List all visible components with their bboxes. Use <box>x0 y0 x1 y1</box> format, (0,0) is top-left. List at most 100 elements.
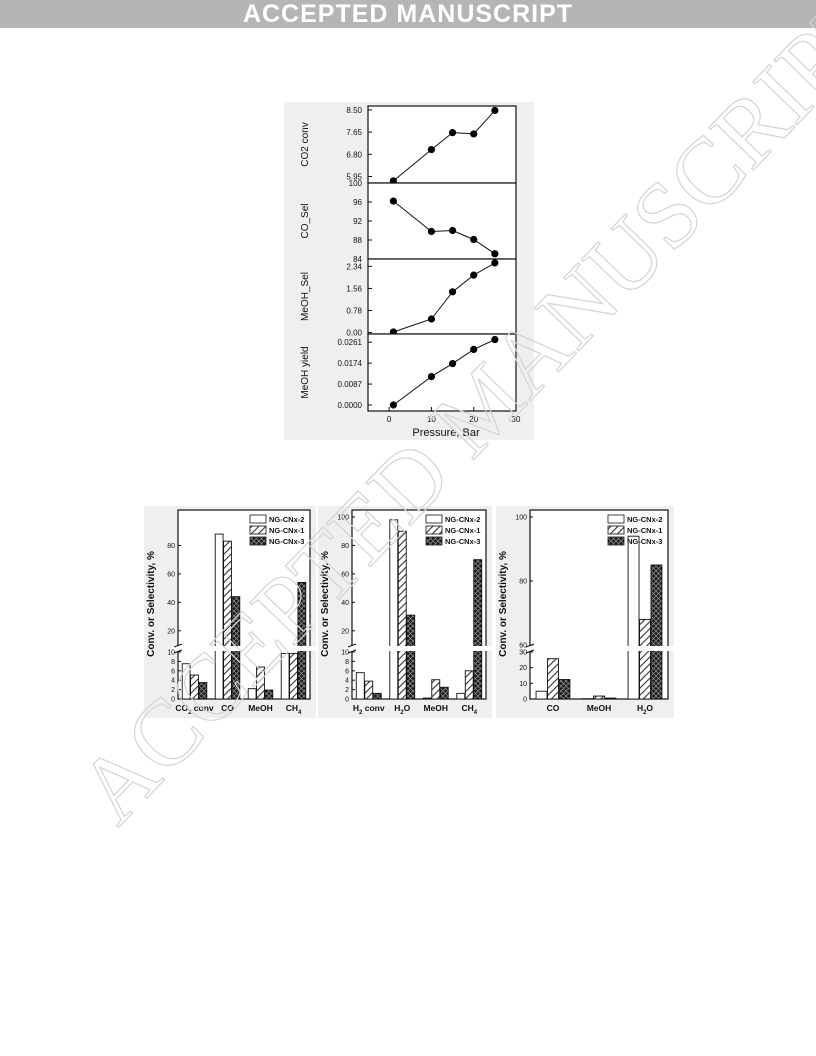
y-axis-label: MeOH yield <box>300 346 311 398</box>
y-tick-label: 0.78 <box>346 307 362 316</box>
data-point <box>448 288 457 296</box>
axis-break-mark <box>173 643 183 648</box>
y-tick-label: 40 <box>167 600 175 607</box>
bar <box>547 658 559 700</box>
panel-frame <box>367 105 517 184</box>
bar <box>406 614 416 700</box>
y-tick-label: 0 <box>171 697 175 704</box>
y-axis-label: CO2 conv <box>300 122 311 166</box>
category-label: CO <box>221 703 234 713</box>
legend-swatch <box>249 536 267 546</box>
y-tick-label: 100 <box>515 515 527 522</box>
legend-label: NG-CNx-1 <box>269 526 304 535</box>
y-tick-label: 8.50 <box>346 106 362 115</box>
category-label: H2O <box>394 703 410 716</box>
subscript: 4 <box>474 710 478 716</box>
y-tick-label: 88 <box>353 236 362 245</box>
y-tick-label: 80 <box>519 579 527 586</box>
legend-swatch <box>249 525 267 535</box>
y-tick-label: 6 <box>171 668 175 675</box>
y-tick-label: 0.0000 <box>338 401 363 410</box>
bar <box>639 618 651 700</box>
banner-text: ACCEPTED MANUSCRIPT <box>242 0 574 28</box>
data-point <box>427 227 436 236</box>
bar <box>256 666 265 700</box>
data-point <box>448 226 457 235</box>
axis-break-mark <box>347 643 357 648</box>
subscript: 4 <box>298 710 302 716</box>
y-tick-label: 80 <box>167 543 175 550</box>
panel-frame <box>367 333 517 412</box>
data-point <box>491 250 499 258</box>
bar <box>439 686 449 700</box>
bar <box>198 682 208 700</box>
legend-label: NG-CNx-3 <box>627 537 662 546</box>
legend-label: NG-CNx-1 <box>627 526 662 535</box>
y-tick-label: 5.95 <box>346 172 362 181</box>
axis-break-gap <box>524 646 674 651</box>
y-tick-label: 4 <box>171 678 175 685</box>
x-tick-label: 10 <box>427 415 436 424</box>
y-tick-label: 10 <box>167 650 175 657</box>
y-tick-label: 0 <box>345 697 349 704</box>
y-tick-label: 0 <box>523 697 527 704</box>
data-point <box>448 129 457 137</box>
accepted-manuscript-banner: ACCEPTED MANUSCRIPT <box>0 0 816 28</box>
y-tick-label: 2.34 <box>346 262 362 271</box>
label-rest: conv <box>191 703 213 713</box>
legend-label: NG-CNx-2 <box>269 515 304 524</box>
label-rest: O <box>646 703 653 713</box>
bar <box>289 652 298 700</box>
bar <box>593 695 605 700</box>
category-label: H2O <box>637 703 653 716</box>
category-label: CO2 conv <box>175 703 214 716</box>
data-point <box>470 271 478 279</box>
y-tick-label: 2 <box>171 687 175 694</box>
data-point <box>491 335 499 344</box>
data-point <box>470 235 478 244</box>
y-tick-label: 6.80 <box>346 150 362 159</box>
y-axis-label: Conv. or Selectivity, % <box>146 551 157 657</box>
bar <box>650 564 663 700</box>
y-tick-label: 84 <box>353 255 362 264</box>
y-tick-label: 60 <box>519 643 527 650</box>
y-tick-label: 0.0261 <box>338 338 363 347</box>
bar <box>431 679 441 700</box>
bar <box>297 581 307 700</box>
panel-frame <box>367 182 517 260</box>
legend-label: NG-CNx-1 <box>445 526 480 535</box>
y-tick-label: 96 <box>353 198 362 207</box>
category-label: MeOH <box>587 703 612 713</box>
bar <box>247 688 257 700</box>
bar <box>223 540 232 700</box>
y-tick-label: 10 <box>341 650 349 657</box>
bar-chart-middle: H2 conv H2O MeOH CH4024681020406080100Conv.… <box>318 506 492 718</box>
x-tick-label: 0 <box>387 415 392 424</box>
category-label: CO <box>547 703 560 713</box>
y-tick-label: 20 <box>341 628 349 635</box>
bar <box>422 697 432 700</box>
legend-label: NG-CNx-2 <box>627 515 662 524</box>
y-tick-label: 20 <box>167 628 175 635</box>
legend-label: NG-CNx-3 <box>445 537 480 546</box>
bar <box>397 530 407 700</box>
y-axis-label: CO_Sel <box>300 203 311 238</box>
bar-chart-left: CO2 conv CO MeOH CH4 0 2 4 6 8 10 20 40 60 80 Conv. or… <box>144 506 316 718</box>
bar <box>372 692 382 700</box>
subscript: 2 <box>400 710 404 716</box>
axis-break-gap <box>346 646 492 651</box>
legend-swatch <box>249 514 267 524</box>
y-axis-label: MeOH_Sel <box>300 272 311 321</box>
y-tick-label: 80 <box>341 543 349 550</box>
y-tick-label: 30 <box>519 650 527 657</box>
y-tick-label: 6 <box>345 668 349 675</box>
data-point <box>427 315 436 323</box>
subscript: 2 <box>359 710 363 716</box>
y-tick-label: 40 <box>341 600 349 607</box>
legend-swatch <box>425 536 443 546</box>
data-point <box>448 359 457 368</box>
data-point <box>389 197 397 205</box>
bar <box>264 689 274 700</box>
subscript: 2 <box>643 710 647 716</box>
legend-label: NG-CNx-3 <box>269 537 304 546</box>
